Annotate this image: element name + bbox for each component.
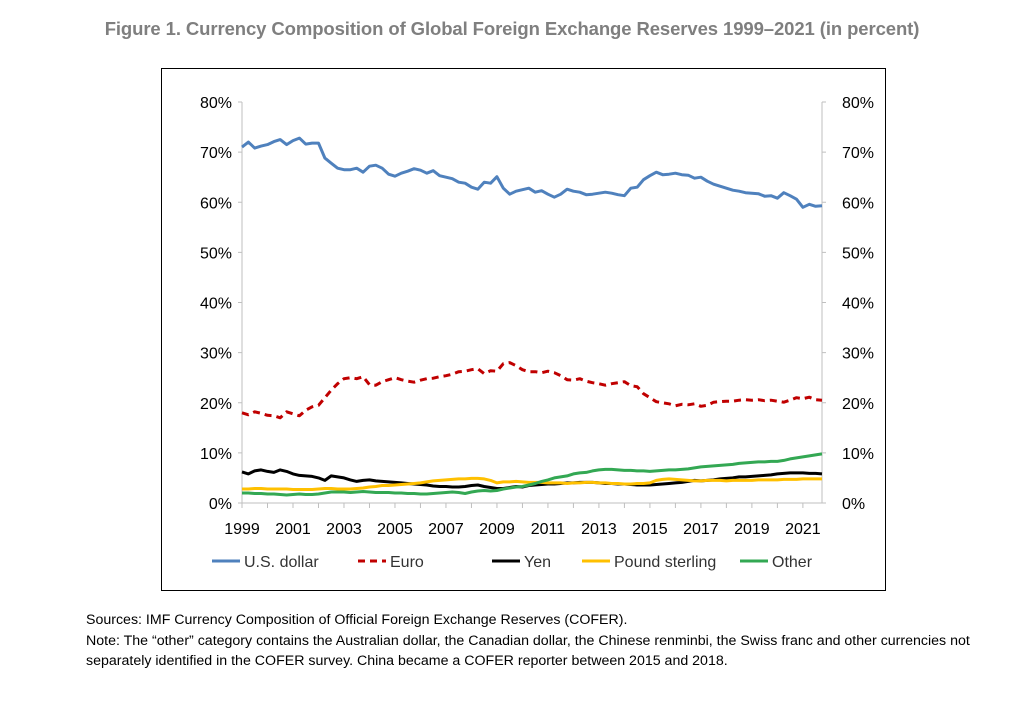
chart-legend: U.S. dollar Euro Yen Pound sterling Other (212, 554, 813, 571)
x-tick-label: 2007 (428, 521, 464, 538)
y-tick-label-left: 60% (200, 195, 232, 212)
y-tick-label-right: 50% (842, 245, 874, 262)
y-tick-label-right: 60% (842, 195, 874, 212)
x-tick-label: 1999 (224, 521, 260, 538)
y-tick-label-right: 0% (842, 496, 865, 513)
chart-axes: 0% 0% 10% 10% 20% 20% 30% 30% 40% 40% 50% 50% 60% 60%… (200, 95, 874, 538)
note-text: Note: The “other” category contains the … (86, 632, 970, 670)
y-tick-label-left: 50% (200, 245, 232, 262)
y-tick-label-right: 40% (842, 296, 874, 313)
x-tick-label: 2019 (734, 521, 770, 538)
x-tick-label: 2021 (785, 521, 821, 538)
chart-series (241, 136, 823, 497)
x-tick-label: 2011 (531, 521, 566, 538)
legend-label: Other (772, 554, 813, 571)
y-tick-label-right: 70% (842, 145, 874, 162)
y-tick-label-left: 70% (200, 145, 232, 162)
x-tick-label: 2017 (683, 521, 719, 538)
y-tick-label-left: 20% (200, 396, 232, 413)
x-tick-label: 2013 (581, 521, 617, 538)
x-tick-label: 2003 (326, 521, 362, 538)
series-line-pound-sterling (242, 476, 822, 491)
y-tick-label-left: 30% (200, 346, 232, 363)
y-tick-label-left: 10% (200, 446, 232, 463)
legend-label: Yen (524, 554, 551, 571)
y-tick-label-left: 40% (200, 296, 232, 313)
y-tick-label-left: 80% (200, 95, 232, 112)
series-line-euro (241, 361, 823, 420)
y-tick-label-right: 30% (842, 346, 874, 363)
y-tick-label-left: 0% (209, 496, 232, 513)
legend-label: Euro (390, 554, 424, 571)
legend-label: Pound sterling (614, 554, 716, 571)
line-chart: 0% 0% 10% 10% 20% 20% 30% 30% 40% 40% 50% 50% 60% 60%… (200, 95, 874, 571)
chart-frame: 0% 0% 10% 10% 20% 20% 30% 30% 40% 40% 50% 50% 60% 60%… (161, 68, 886, 591)
x-tick-label: 2005 (377, 521, 413, 538)
y-tick-label-right: 10% (842, 446, 874, 463)
x-tick-label: 2015 (632, 521, 668, 538)
series-line-u-s-dollar (241, 136, 823, 209)
legend-label: U.S. dollar (244, 554, 319, 571)
figure-title: Figure 1. Currency Composition of Global… (104, 18, 920, 39)
y-tick-label-right: 80% (842, 95, 874, 112)
sources-text: Sources: IMF Currency Composition of Off… (86, 612, 628, 628)
chart-notes: Sources: IMF Currency Composition of Off… (86, 610, 986, 672)
series-line-other (242, 452, 823, 497)
x-tick-label: 2001 (275, 521, 311, 538)
x-tick-label: 2009 (479, 521, 515, 538)
y-tick-label-right: 20% (842, 396, 874, 413)
